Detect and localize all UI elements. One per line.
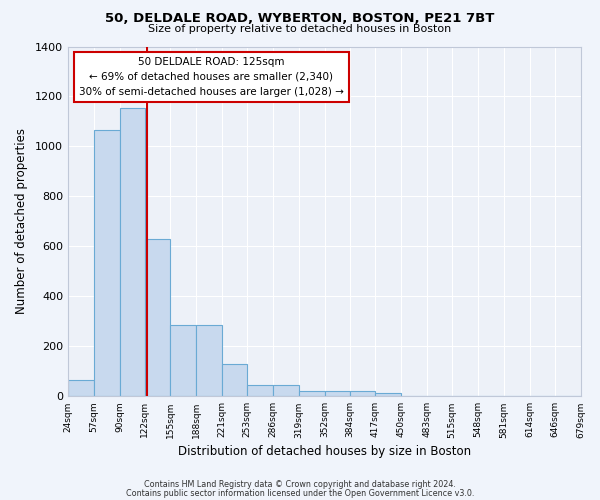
Bar xyxy=(247,385,273,396)
Text: 50, DELDALE ROAD, WYBERTON, BOSTON, PE21 7BT: 50, DELDALE ROAD, WYBERTON, BOSTON, PE21… xyxy=(106,12,494,26)
Y-axis label: Number of detached properties: Number of detached properties xyxy=(15,128,28,314)
Bar xyxy=(145,239,170,396)
Text: Contains HM Land Registry data © Crown copyright and database right 2024.: Contains HM Land Registry data © Crown c… xyxy=(144,480,456,489)
Bar xyxy=(376,392,401,396)
Text: Contains public sector information licensed under the Open Government Licence v3: Contains public sector information licen… xyxy=(126,488,474,498)
Bar xyxy=(170,325,196,396)
Bar xyxy=(350,392,376,396)
Bar xyxy=(119,108,145,397)
Bar xyxy=(273,385,299,396)
Bar xyxy=(325,392,350,396)
Bar xyxy=(94,130,119,396)
X-axis label: Distribution of detached houses by size in Boston: Distribution of detached houses by size … xyxy=(178,444,471,458)
Text: Size of property relative to detached houses in Boston: Size of property relative to detached ho… xyxy=(148,24,452,34)
Bar xyxy=(299,392,325,396)
Bar xyxy=(196,325,222,396)
Bar xyxy=(222,364,247,396)
Text: 50 DELDALE ROAD: 125sqm
← 69% of detached houses are smaller (2,340)
30% of semi: 50 DELDALE ROAD: 125sqm ← 69% of detache… xyxy=(79,57,344,96)
Bar xyxy=(68,380,94,396)
